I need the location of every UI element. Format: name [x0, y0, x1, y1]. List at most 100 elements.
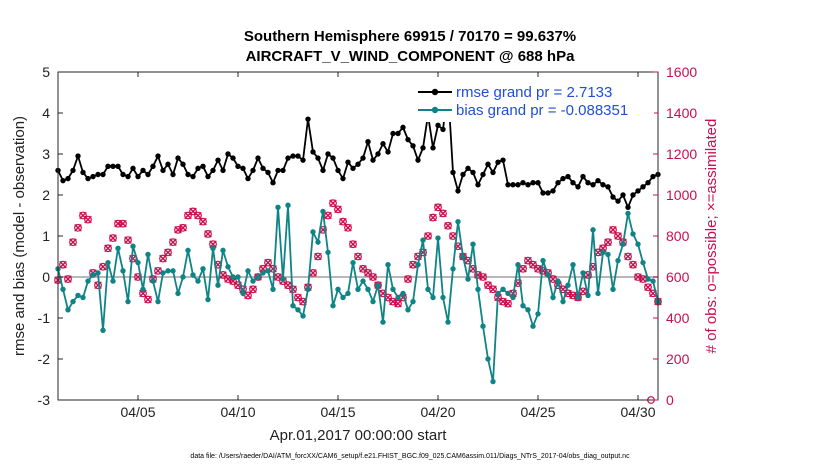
y2-tick-label: 600 [666, 269, 690, 285]
bias-point [575, 294, 581, 301]
bias-point [200, 266, 206, 272]
rmse-point [650, 173, 656, 180]
obs-possible-point [444, 221, 452, 230]
bias-point [430, 294, 436, 301]
rmse-point [530, 180, 536, 186]
obs-assimilated-point [369, 273, 377, 281]
rmse-point [470, 169, 476, 176]
obs-assimilated-point [244, 291, 252, 300]
bias-point [585, 292, 591, 299]
rmse-point [615, 198, 621, 204]
rmse-point [170, 171, 176, 178]
rmse-point [325, 151, 331, 157]
bias-point [435, 235, 441, 241]
obs-assimilated-point [109, 234, 117, 242]
bias-point [160, 270, 166, 276]
rmse-point [215, 157, 221, 163]
plot-area [58, 72, 658, 400]
rmse-point [495, 159, 501, 165]
bias-point [190, 272, 196, 278]
bias-point [195, 278, 201, 284]
rmse-point [565, 173, 571, 180]
bias-point [260, 270, 266, 276]
rmse-point [365, 139, 371, 145]
obs-assimilated-point [124, 236, 132, 244]
rmse-point [580, 173, 586, 180]
bias-point [310, 229, 316, 235]
x-tick-label: 04/30 [620, 404, 655, 420]
x-tick-label: 04/10 [220, 404, 255, 420]
obs-possible-point [79, 211, 87, 220]
rmse-point [520, 180, 526, 186]
rmse-point [590, 182, 596, 188]
obs-possible-point [334, 205, 342, 214]
bias-point [250, 278, 256, 284]
rmse-point [390, 130, 396, 137]
obs-possible-point [64, 275, 72, 283]
rmse-point [455, 188, 461, 194]
bias-point [570, 262, 576, 268]
bias-point [500, 286, 506, 292]
rmse-point [110, 163, 116, 169]
obs-assimilated-point [519, 265, 527, 273]
bias-point [290, 303, 296, 309]
obs-possible-point [119, 219, 127, 228]
obs-possible-point [434, 203, 442, 212]
y-tick-label: -3 [38, 392, 51, 408]
rmse-point [510, 182, 516, 188]
bias-point [530, 323, 536, 329]
obs-possible-point [609, 225, 617, 234]
rmse-point [375, 151, 381, 157]
obs-assimilated-point [569, 291, 577, 300]
obs-possible-point [359, 264, 367, 273]
bias-point [90, 272, 96, 278]
rmse-point [270, 180, 276, 186]
obs-assimilated-point [139, 289, 147, 298]
rmse-point [195, 165, 201, 172]
y2-axis-label: # of obs: o=possible; ×=assimilated [703, 119, 720, 354]
obs-assimilated-point [179, 224, 187, 232]
obs-assimilated-point [639, 275, 647, 283]
rmse-point [165, 161, 171, 167]
rmse-point [525, 182, 531, 188]
rmse-point [640, 184, 646, 190]
obs-assimilated-point [64, 275, 72, 283]
obs-assimilated-point [334, 205, 342, 214]
obs-assimilated-point [199, 217, 207, 226]
bias-point [425, 286, 431, 292]
bias-point [220, 247, 226, 254]
bias-point [515, 262, 521, 268]
chart-subtitle: AIRCRAFT_V_WIND_COMPONENT @ 688 hPa [246, 48, 576, 65]
obs-assimilated-point [264, 258, 272, 267]
rmse-point [475, 182, 481, 188]
obs-assimilated-point [259, 265, 267, 273]
bias-point [115, 245, 121, 251]
rmse-point [490, 169, 496, 176]
obs-possible-point [169, 238, 177, 247]
bias-point [140, 286, 146, 292]
rmse-point [90, 173, 96, 180]
obs-assimilated-point [194, 211, 202, 220]
obs-possible-point [644, 283, 652, 292]
rmse-point [355, 161, 361, 167]
obs-assimilated-point [354, 252, 362, 261]
rmse-point [460, 171, 466, 178]
bias-point [60, 286, 66, 292]
obs-possible-point [314, 252, 322, 261]
rmse-point [450, 169, 456, 176]
obs-assimilated-point [74, 224, 82, 232]
bias-point [490, 378, 496, 385]
bias-point [165, 268, 171, 274]
y2-tick-label: 200 [666, 351, 690, 367]
rmse-point [285, 155, 291, 161]
obs-possible-point [159, 254, 167, 263]
obs-possible-point [124, 236, 132, 245]
rmse-point [240, 165, 246, 172]
bias-point [590, 227, 596, 233]
bias-point [410, 298, 416, 305]
bias-point [615, 257, 621, 264]
bias-point [370, 298, 376, 305]
obs-assimilated-point [104, 244, 112, 253]
rmse-point [60, 177, 66, 184]
